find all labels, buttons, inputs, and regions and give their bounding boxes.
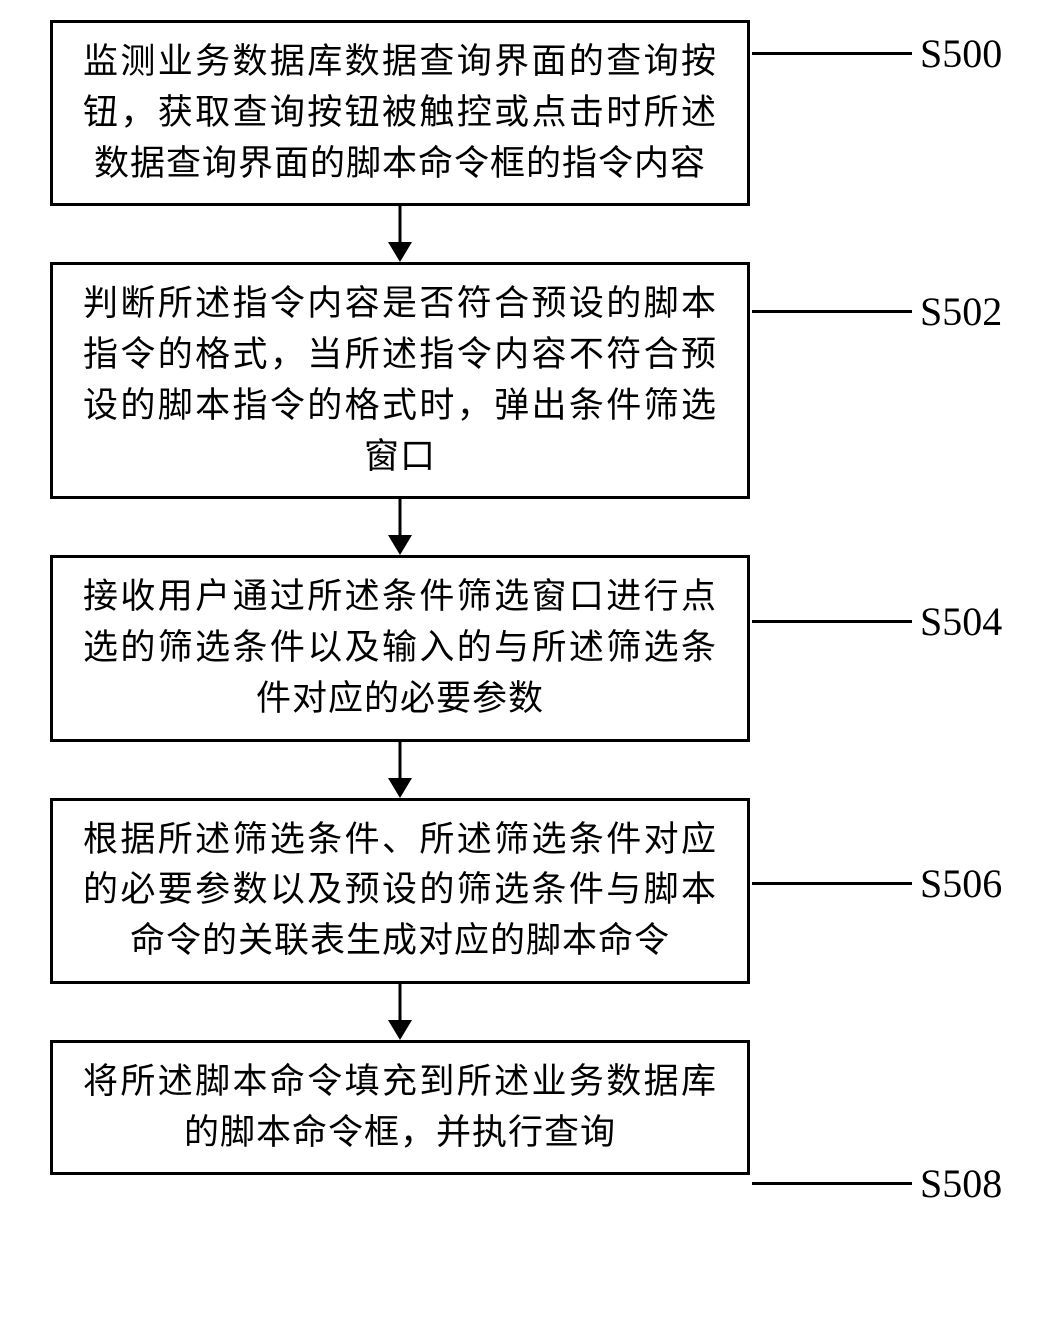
step-text: 接收用户通过所述条件筛选窗口进行点选的筛选条件以及输入的与所述筛选条件对应的必要… xyxy=(83,577,717,718)
connector-line xyxy=(752,1182,912,1185)
step-text: 判断所述指令内容是否符合预设的脚本指令的格式，当所述指令内容不符合预设的脚本指令… xyxy=(83,284,717,475)
arrow-down xyxy=(50,742,750,798)
arrow-down-icon xyxy=(380,742,420,798)
connector-line xyxy=(752,882,912,885)
step-label-s500: S500 xyxy=(920,30,1002,77)
step-text: 将所述脚本命令填充到所述业务数据库的脚本命令框，并执行查询 xyxy=(83,1062,717,1152)
step-box-s500: 监测业务数据库数据查询界面的查询按钮，获取查询按钮被触控或点击时所述数据查询界面… xyxy=(50,20,750,206)
step-label-s508: S508 xyxy=(920,1160,1002,1207)
step-text: 根据所述筛选条件、所述筛选条件对应的必要参数以及预设的筛选条件与脚本命令的关联表… xyxy=(83,820,717,961)
arrow-down xyxy=(50,499,750,555)
step-box-s506: 根据所述筛选条件、所述筛选条件对应的必要参数以及预设的筛选条件与脚本命令的关联表… xyxy=(50,798,750,984)
connector-line xyxy=(752,52,912,55)
flowchart-container: 监测业务数据库数据查询界面的查询按钮，获取查询按钮被触控或点击时所述数据查询界面… xyxy=(50,20,750,1175)
arrow-down xyxy=(50,984,750,1040)
step-label-s502: S502 xyxy=(920,288,1002,335)
step-box-s504: 接收用户通过所述条件筛选窗口进行点选的筛选条件以及输入的与所述筛选条件对应的必要… xyxy=(50,555,750,741)
step-text: 监测业务数据库数据查询界面的查询按钮，获取查询按钮被触控或点击时所述数据查询界面… xyxy=(83,42,717,183)
connector-line xyxy=(752,620,912,623)
step-label-s504: S504 xyxy=(920,598,1002,645)
arrow-down-icon xyxy=(380,206,420,262)
step-box-s502: 判断所述指令内容是否符合预设的脚本指令的格式，当所述指令内容不符合预设的脚本指令… xyxy=(50,262,750,499)
step-box-s508: 将所述脚本命令填充到所述业务数据库的脚本命令框，并执行查询 xyxy=(50,1040,750,1176)
connector-line xyxy=(752,310,912,313)
arrow-down-icon xyxy=(380,499,420,555)
arrow-down xyxy=(50,206,750,262)
arrow-down-icon xyxy=(380,984,420,1040)
step-label-s506: S506 xyxy=(920,860,1002,907)
